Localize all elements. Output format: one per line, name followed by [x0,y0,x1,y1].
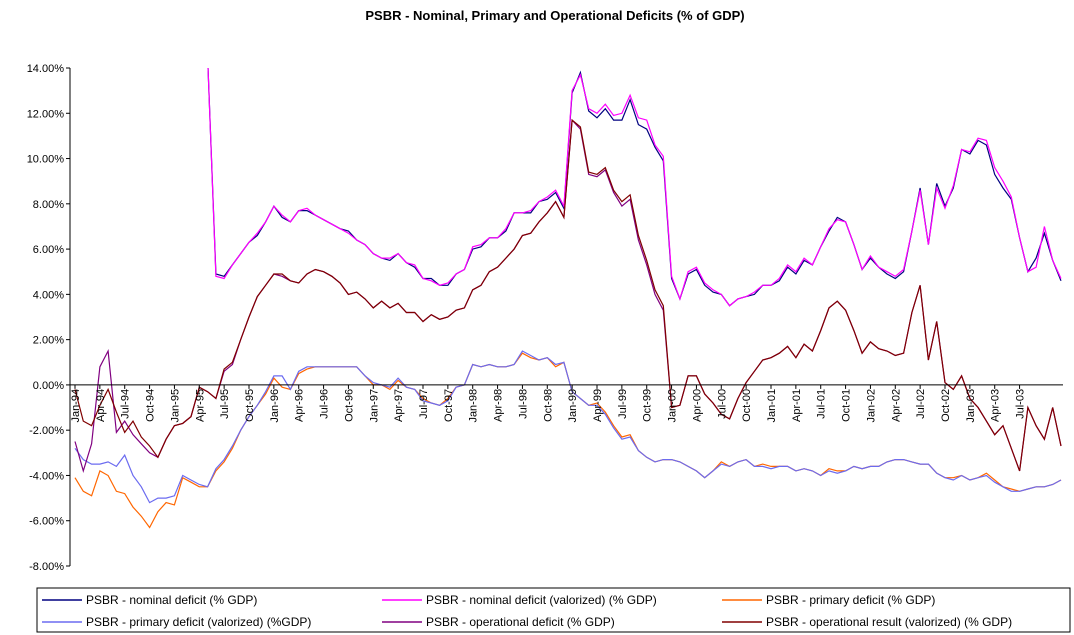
x-tick-label: Jul-00 [716,389,728,419]
x-tick-label: Apr-98 [493,389,505,422]
x-tick-label: Oct-97 [443,389,455,422]
x-tick-label: Jul-03 [1015,389,1027,419]
y-tick-label: 14.00% [27,63,65,75]
x-tick-label: Jan-02 [865,389,877,423]
x-tick-label: Oct-96 [343,389,355,422]
series-line [74,350,1062,504]
y-tick-label: 2.00% [33,335,64,347]
legend-label: PSBR - primary deficit (valorized) (%GDP… [86,615,311,629]
x-tick-label: Oct-94 [145,389,157,422]
x-tick-label: Apr-96 [294,389,306,422]
legend-label: PSBR - nominal deficit (valorized) (% GD… [426,593,657,607]
x-tick-label: Jan-95 [169,389,181,423]
x-tick-label: Oct-00 [741,389,753,422]
x-tick-label: Jan-97 [368,389,380,423]
legend-label: PSBR - operational result (valorized) (%… [766,615,1012,629]
chart-title: PSBR - Nominal, Primary and Operational … [365,8,744,23]
x-tick-label: Jan-98 [468,389,480,423]
x-tick-label: Jan-96 [269,389,281,423]
x-tick-label: Jan-01 [766,389,778,423]
legend-label: PSBR - primary deficit (% GDP) [766,593,935,607]
y-tick-label: -2.00% [29,425,64,437]
legend-label: PSBR - nominal deficit (% GDP) [86,593,257,607]
x-tick-label: Apr-94 [95,389,107,422]
x-tick-label: Jul-98 [517,389,529,419]
y-tick-label: 10.00% [27,154,65,166]
x-tick-label: Oct-98 [542,389,554,422]
x-tick-label: Oct-01 [841,389,853,422]
x-tick-label: Apr-03 [990,389,1002,422]
y-tick-label: 0.00% [33,380,64,392]
series-line [207,68,1062,307]
x-tick-label: Apr-95 [194,389,206,422]
x-tick-label: Jul-02 [915,389,927,419]
x-tick-label: Apr-00 [691,389,703,422]
x-tick-label: Apr-97 [393,389,405,422]
x-tick-label: Oct-95 [244,389,256,422]
x-tick-label: Jul-94 [120,389,132,419]
legend-label: PSBR - operational deficit (% GDP) [426,615,615,629]
x-tick-label: Jan-03 [965,389,977,423]
y-tick-label: -8.00% [29,561,64,573]
x-tick-label: Oct-99 [642,389,654,422]
x-tick-label: Jan-99 [567,389,579,423]
y-tick-label: -6.00% [29,516,64,528]
plot-area [74,68,1062,529]
x-tick-label: Apr-02 [890,389,902,422]
y-tick-label: -4.00% [29,470,64,482]
y-tick-label: 12.00% [27,108,65,120]
legend-box [36,587,1071,633]
series-line [74,118,1062,472]
y-tick-label: 8.00% [33,199,64,211]
x-tick-label: Jul-97 [418,389,430,419]
x-tick-label: Jul-99 [617,389,629,419]
series-line [74,352,1062,529]
y-tick-label: 6.00% [33,244,64,256]
x-tick-label: Jul-01 [816,389,828,419]
series-line [207,68,1062,307]
x-tick-label: Apr-01 [791,389,803,422]
x-tick-label: Jan-94 [70,389,82,423]
x-tick-label: Jul-95 [219,389,231,419]
y-tick-label: 4.00% [33,289,64,301]
x-tick-label: Jul-96 [319,389,331,419]
x-tick-label: Jan-00 [667,389,679,423]
x-tick-label: Oct-02 [940,389,952,422]
x-tick-label: Apr-99 [592,389,604,422]
